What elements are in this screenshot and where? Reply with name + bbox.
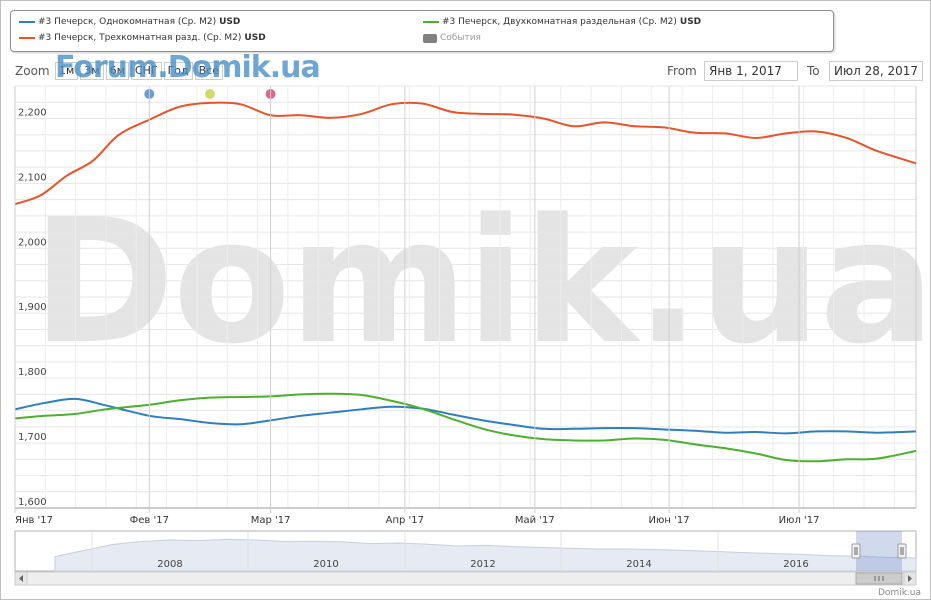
y-tick-label: 1,700 bbox=[18, 432, 47, 443]
series-lines bbox=[14, 101, 917, 463]
y-tick-label: 1,800 bbox=[18, 367, 47, 378]
zoom-1y-button[interactable]: Год bbox=[163, 62, 193, 80]
to-label: To bbox=[807, 64, 820, 78]
legend-unit: USD bbox=[219, 17, 241, 27]
credit-link[interactable]: Domik.ua bbox=[878, 588, 921, 598]
legend-item-1room[interactable]: #3 Печерск, Однокомнатная (Ср. М2) USD bbox=[19, 17, 240, 27]
navigator-year-label: 2010 bbox=[313, 559, 338, 570]
y-tick-label: 2,100 bbox=[18, 172, 47, 183]
x-tick-label: Июл '17 bbox=[779, 515, 820, 526]
arrow-right-icon bbox=[908, 575, 912, 582]
x-tick-label: Апр '17 bbox=[386, 515, 424, 526]
scrollbar-track[interactable] bbox=[14, 571, 917, 586]
series-line-1 bbox=[14, 397, 917, 435]
domik-watermark: Domik.ua bbox=[32, 181, 931, 382]
grid bbox=[14, 85, 917, 509]
x-tick-label: Янв '17 bbox=[15, 515, 53, 526]
zoom-3m-button[interactable]: 3м bbox=[80, 62, 104, 80]
to-date-input[interactable]: Июл 28, 2017 bbox=[829, 61, 923, 81]
navigator-year-label: 2012 bbox=[470, 559, 495, 570]
navigator[interactable]: 2008 2010 2012 2014 2016 bbox=[14, 530, 917, 586]
arrow-left-icon bbox=[19, 575, 23, 582]
series-line-2 bbox=[14, 392, 917, 463]
y-tick-label: 1,600 bbox=[18, 497, 47, 508]
zoom-buttons: 1м 3м 6м СНГ Год Всё bbox=[55, 62, 225, 80]
zoom-ytd-button[interactable]: СНГ bbox=[130, 62, 162, 80]
navigator-year-label: 2014 bbox=[626, 559, 651, 570]
legend-swatch bbox=[19, 21, 35, 23]
legend-swatch bbox=[423, 21, 439, 23]
legend: #3 Печерск, Однокомнатная (Ср. М2) USD #… bbox=[10, 10, 834, 52]
forum-watermark: Forum.Domik.ua bbox=[55, 50, 321, 85]
y-tick-label: 2,200 bbox=[18, 107, 47, 118]
y-tick-label: 1,900 bbox=[18, 302, 47, 313]
y-axis: 1,600 1,700 1,800 1,900 2,000 2,100 2,200 bbox=[18, 107, 47, 508]
y-tick-label: 2,000 bbox=[18, 237, 47, 248]
series-line-0 bbox=[14, 101, 917, 206]
navigator-selection[interactable] bbox=[856, 531, 902, 571]
legend-swatch bbox=[19, 37, 35, 39]
legend-label: #3 Печерск, Однокомнатная (Ср. М2) bbox=[38, 17, 217, 27]
x-tick-label: Май '17 bbox=[515, 515, 555, 526]
zoom-6m-button[interactable]: 6м bbox=[105, 62, 129, 80]
legend-item-2room[interactable]: #3 Печерск, Двухкомнатная раздельная (Ср… bbox=[423, 17, 701, 27]
legend-item-events[interactable]: События bbox=[423, 33, 481, 43]
legend-unit: USD bbox=[244, 33, 266, 43]
from-label: From bbox=[667, 64, 697, 78]
navigator-left-handle[interactable] bbox=[851, 543, 861, 559]
x-tick-label: Мар '17 bbox=[251, 515, 291, 526]
legend-unit: USD bbox=[679, 17, 702, 27]
event-markers bbox=[144, 89, 276, 99]
navigator-area bbox=[54, 538, 917, 572]
x-tick-label: Июн '17 bbox=[649, 515, 690, 526]
legend-label: #3 Печерск, Двухкомнатная раздельная (Ср… bbox=[442, 17, 677, 27]
legend-label: События bbox=[440, 33, 481, 43]
x-tick-label: Фев '17 bbox=[130, 515, 169, 526]
zoom-all-button[interactable]: Всё bbox=[194, 62, 223, 80]
event-marker[interactable] bbox=[204, 89, 215, 99]
x-axis: Янв '17 Фев '17 Мар '17 Апр '17 Май '17 Июн '… bbox=[14, 86, 820, 526]
zoom-label: Zoom bbox=[15, 64, 50, 78]
navigator-year-label: 2016 bbox=[783, 559, 808, 570]
from-date-input[interactable]: Янв 1, 2017 bbox=[704, 61, 798, 81]
navigator-year-label: 2008 bbox=[157, 559, 182, 570]
legend-item-3room[interactable]: #3 Печерск, Трехкомнатная разд. (Ср. М2)… bbox=[19, 33, 266, 43]
legend-swatch bbox=[423, 33, 437, 43]
zoom-1m-button[interactable]: 1м bbox=[55, 62, 79, 80]
legend-label: #3 Печерск, Трехкомнатная разд. (Ср. М2) bbox=[38, 33, 242, 43]
navigator-right-handle[interactable] bbox=[897, 543, 907, 559]
